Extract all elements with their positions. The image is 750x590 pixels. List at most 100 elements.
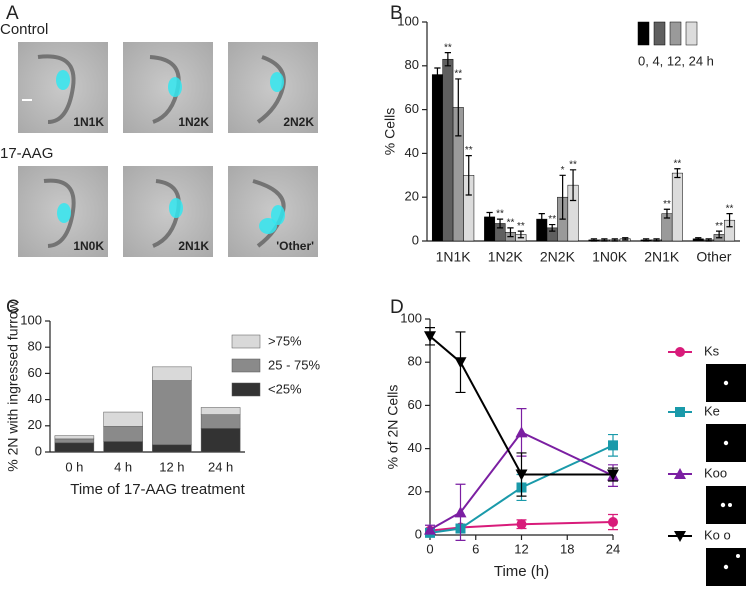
- thumbnail-dot: [723, 440, 729, 446]
- line: [429, 335, 613, 476]
- significance-label: **: [507, 218, 515, 229]
- panel-label: B: [390, 3, 403, 24]
- error-bar: [434, 67, 441, 82]
- x-tick-label: 24 h: [208, 459, 233, 474]
- nucleus: [169, 198, 183, 218]
- error-bar: [486, 211, 493, 222]
- bar-segment: [152, 366, 192, 381]
- significance-label: **: [444, 42, 452, 53]
- error-bar: [695, 237, 702, 241]
- marker: [674, 468, 686, 479]
- bar-segment: [152, 380, 192, 446]
- y-tick-label: 100: [400, 310, 422, 325]
- marker: [424, 523, 436, 535]
- bar-segment: [200, 407, 241, 415]
- x-tick-label: 12 h: [159, 459, 184, 474]
- marker: [454, 357, 467, 369]
- image-label: 2N1K: [178, 239, 209, 253]
- marker: [516, 519, 527, 530]
- error-bar: [663, 208, 671, 219]
- bar-segment: [200, 428, 241, 453]
- row-title: 17-AAG: [0, 145, 53, 162]
- x-tick-label: 24: [606, 541, 620, 556]
- error-bar: [507, 227, 514, 238]
- legend-label: Ks: [704, 343, 720, 358]
- image-label: 1N1K: [73, 115, 104, 129]
- bar-segment: [200, 414, 241, 429]
- legend-label: Ke: [704, 403, 720, 418]
- marker: [515, 426, 528, 438]
- y-tick-label: 60: [408, 397, 422, 412]
- x-tick-label: 2N1K: [644, 249, 680, 265]
- error-bar: [569, 169, 577, 202]
- image-label: 1N2K: [178, 115, 209, 129]
- bar: [442, 58, 454, 242]
- marker: [608, 440, 618, 451]
- nucleus: [271, 205, 285, 225]
- cell-outline: [37, 54, 76, 124]
- marker: [515, 469, 528, 481]
- nucleus: [259, 218, 277, 234]
- x-tick-label: 2N2K: [540, 249, 576, 265]
- x-tick-label: Other: [696, 249, 731, 265]
- y-tick-label: 20: [405, 189, 419, 204]
- y-tick-label: 100: [20, 312, 42, 327]
- x-tick-label: 1N0K: [592, 249, 628, 265]
- error-bar: [590, 238, 598, 242]
- x-axis-label: Time (h): [494, 563, 549, 580]
- significance-label: **: [674, 158, 682, 169]
- marker: [424, 331, 436, 343]
- micrograph: [123, 166, 213, 257]
- error-bar: [559, 174, 566, 220]
- error-bar: [496, 218, 504, 229]
- image-label: 'Other': [276, 239, 314, 253]
- significance-label: **: [454, 69, 462, 80]
- error-bar: [538, 213, 545, 226]
- thumbnail-dot: [720, 502, 726, 508]
- y-tick-label: 0: [412, 232, 419, 247]
- panel-label: C: [6, 297, 20, 318]
- y-tick-label: 40: [408, 440, 422, 455]
- bar-segment: [54, 435, 95, 440]
- line: [429, 431, 614, 531]
- x-axis-label: Time of 17-AAG treatment: [70, 481, 245, 498]
- y-axis-label: % of 2N Cells: [385, 385, 401, 470]
- thumbnail-dot: [728, 503, 732, 507]
- y-tick-label: 60: [28, 365, 42, 380]
- significance-label: **: [569, 159, 577, 170]
- y-tick-label: 0: [415, 526, 422, 541]
- error-bar: [601, 238, 608, 242]
- marker: [675, 347, 685, 357]
- error-bar: [705, 238, 712, 242]
- y-tick-label: 0: [35, 443, 42, 458]
- error-bar: [622, 237, 629, 241]
- legend-swatch: [231, 382, 261, 397]
- bar-segment: [54, 442, 95, 453]
- significance-label: **: [517, 221, 525, 232]
- y-tick-label: 100: [397, 13, 419, 28]
- marker: [454, 506, 467, 518]
- x-tick-label: 1N1K: [436, 249, 472, 265]
- error-bar: [726, 213, 733, 228]
- x-tick-label: 12: [514, 541, 528, 556]
- micrograph: [123, 42, 213, 133]
- legend-label: 0, 4, 12, 24 h: [638, 53, 714, 68]
- thumbnail-dot: [736, 554, 740, 558]
- bar-segment: [54, 438, 95, 444]
- bar-segment: [103, 411, 143, 427]
- row-title: Control: [0, 21, 48, 38]
- marker: [608, 517, 618, 528]
- legend-swatch: [231, 334, 261, 349]
- legend-swatch: [685, 21, 698, 46]
- legend-label: <25%: [268, 381, 302, 396]
- thumbnail-dot: [723, 380, 729, 386]
- legend-swatch: [669, 21, 682, 46]
- significance-label: **: [548, 214, 556, 225]
- x-tick-label: 18: [560, 541, 574, 556]
- error-bar: [716, 230, 723, 239]
- y-tick-label: 40: [405, 145, 419, 160]
- legend-swatch: [637, 21, 650, 46]
- y-axis-label: % 2N with ingressed furrow: [5, 300, 21, 471]
- x-tick-label: 4 h: [114, 459, 132, 474]
- bar: [671, 172, 683, 242]
